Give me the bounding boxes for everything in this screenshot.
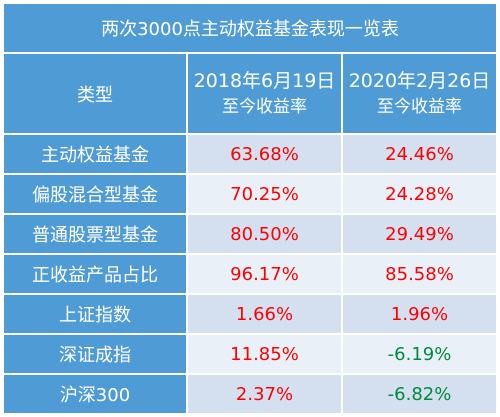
table-row: 上证指数 1.66% 1.96% — [2, 293, 498, 335]
header-col-2020-metric: 至今收益率 — [377, 96, 462, 117]
header-col-2020-date: 2020年2月26日 — [348, 69, 491, 92]
table-row: 正收益产品占比 96.17% 85.58% — [2, 253, 498, 295]
row-label: 深证成指 — [2, 333, 188, 375]
value-2018: 63.68% — [186, 133, 343, 175]
table-row: 主动权益基金 63.68% 24.46% — [2, 133, 498, 175]
header-col-2018: 2018年6月19日 至今收益率 — [186, 52, 343, 135]
row-label: 主动权益基金 — [2, 133, 188, 175]
value-2020: -6.82% — [341, 373, 498, 415]
row-label: 正收益产品占比 — [2, 253, 188, 295]
table-row: 普通股票型基金 80.50% 29.49% — [2, 213, 498, 255]
header-row: 类型 2018年6月19日 至今收益率 2020年2月26日 至今收益率 — [2, 52, 498, 135]
value-2018: 1.66% — [186, 293, 343, 335]
value-2020: 24.28% — [341, 173, 498, 215]
header-col-2020: 2020年2月26日 至今收益率 — [341, 52, 498, 135]
value-2018: 2.37% — [186, 373, 343, 415]
value-2018: 11.85% — [186, 333, 343, 375]
header-col-2018-metric: 至今收益率 — [222, 96, 307, 117]
value-2020: 85.58% — [341, 253, 498, 295]
table-row: 深证成指 11.85% -6.19% — [2, 333, 498, 375]
header-type: 类型 — [2, 52, 188, 135]
value-2018: 96.17% — [186, 253, 343, 295]
row-label: 偏股混合型基金 — [2, 173, 188, 215]
table-title: 两次3000点主动权益基金表现一览表 — [2, 2, 498, 54]
value-2018: 70.25% — [186, 173, 343, 215]
row-label: 普通股票型基金 — [2, 213, 188, 255]
value-2020: -6.19% — [341, 333, 498, 375]
value-2020: 1.96% — [341, 293, 498, 335]
table-row: 沪深300 2.37% -6.82% — [2, 373, 498, 415]
row-label: 沪深300 — [2, 373, 188, 415]
header-col-2018-date: 2018年6月19日 — [193, 69, 336, 92]
value-2020: 24.46% — [341, 133, 498, 175]
title-row: 两次3000点主动权益基金表现一览表 — [2, 2, 498, 54]
value-2018: 80.50% — [186, 213, 343, 255]
value-2020: 29.49% — [341, 213, 498, 255]
table-row: 偏股混合型基金 70.25% 24.28% — [2, 173, 498, 215]
row-label: 上证指数 — [2, 293, 188, 335]
